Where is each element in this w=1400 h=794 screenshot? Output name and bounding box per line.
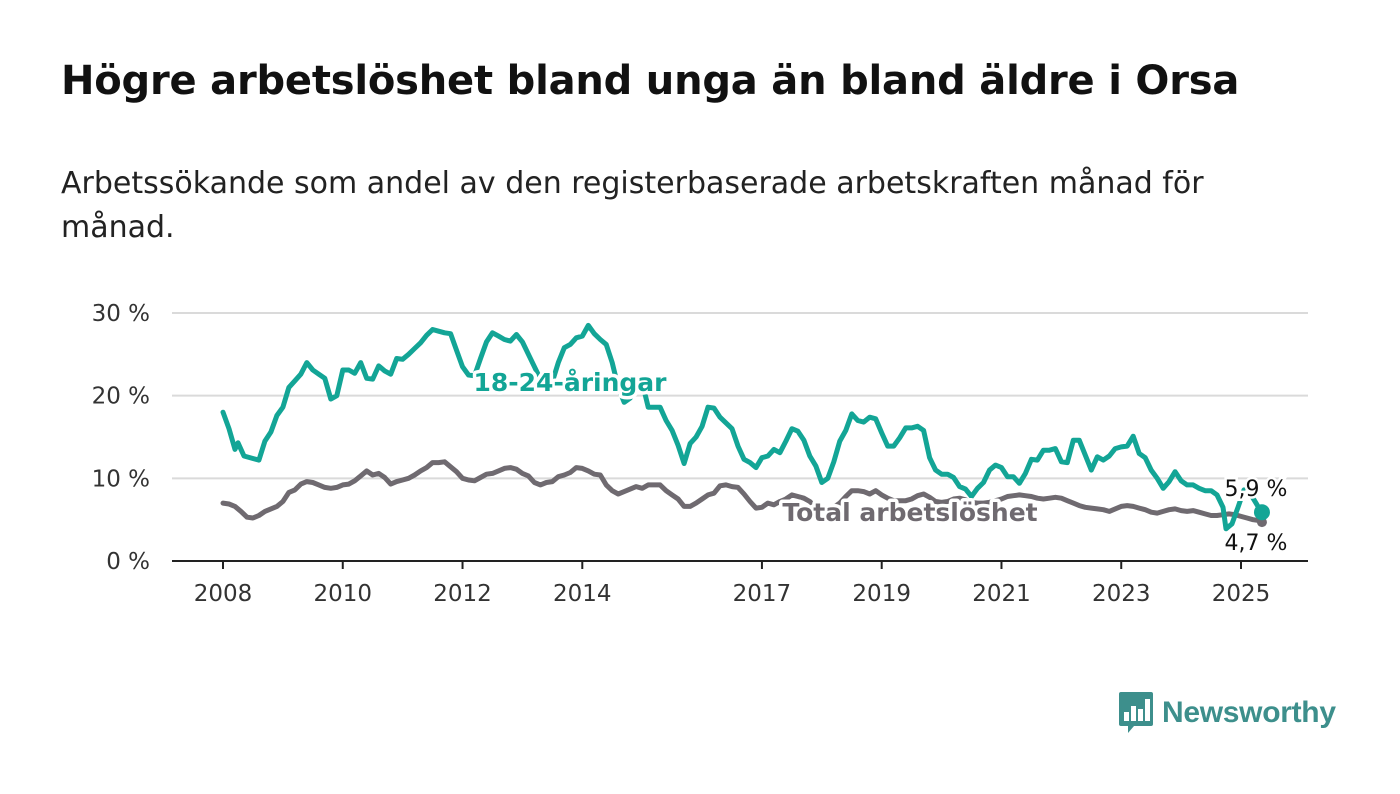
x-tick-label: 2021 [972,581,1031,607]
series-name-label: Total arbetslöshet [782,498,1037,527]
bar-chart-logo-icon [1119,692,1153,733]
y-tick-label: 10 % [92,466,150,492]
x-tick-label: 2010 [313,581,372,607]
x-tick-label: 2023 [1092,581,1151,607]
series-line [220,459,1265,525]
brand-name: Newsworthy [1162,696,1336,729]
y-axis-ticks: 0 % 10 % 20 % 30 % [92,301,150,575]
y-tick-label: 30 % [92,301,150,327]
y-tick-label: 0 % [106,549,150,575]
x-tick-label: 2017 [733,581,792,607]
x-tick-label: 2019 [852,581,911,607]
chart-title: Högre arbetslöshet bland unga än bland ä… [61,58,1240,104]
series-end-point [1253,504,1270,521]
series-lines [220,322,1270,532]
series-end-label: 4,7 % [1225,531,1288,556]
series-labels: 18-24-åringar Total arbetslöshet 5,9 % 4,7 … [470,365,1290,559]
series-name-label: 18-24-åringar [474,368,668,397]
x-axis-ticks: 2008 2010 2012 2014 2017 2019 2021 2023 2025 [194,561,1271,607]
series-line [220,322,1265,532]
x-tick-label: 2025 [1212,581,1271,607]
x-tick-label: 2012 [433,581,492,607]
newsworthy-logo: Newsworthy [1118,690,1336,736]
y-tick-label: 20 % [92,384,150,410]
x-tick-label: 2014 [553,581,612,607]
x-tick-label: 2008 [194,581,253,607]
series-end-label: 5,9 % [1225,477,1288,502]
chart-subtitle: Arbetssökande som andel av den registerb… [61,166,1204,245]
